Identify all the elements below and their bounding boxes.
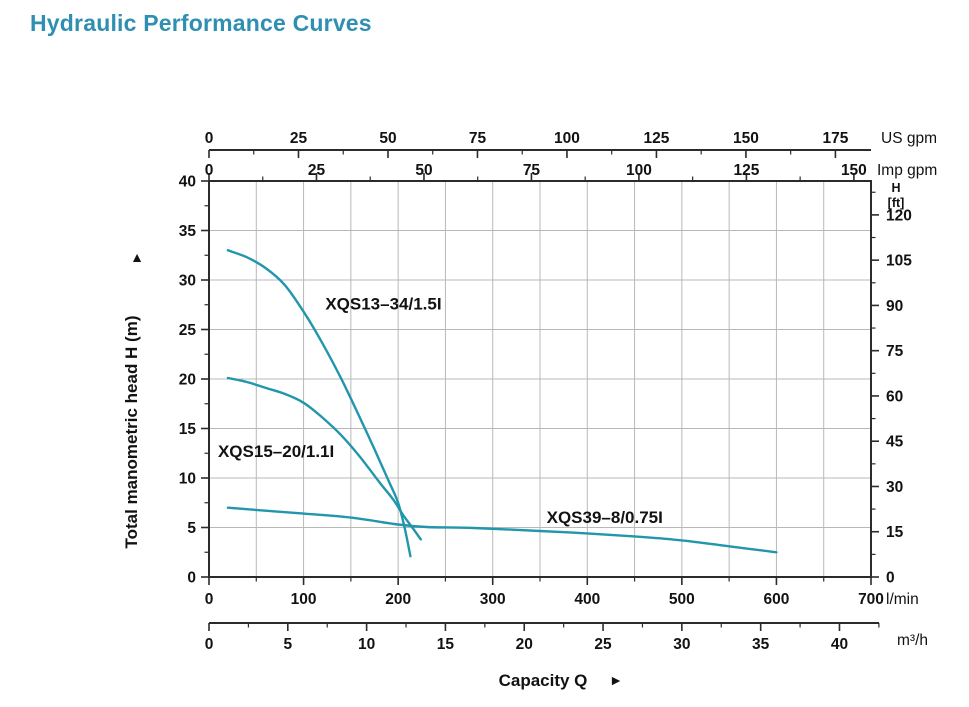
tick-label: 125 xyxy=(644,130,670,147)
curve-1 xyxy=(226,376,422,541)
tick-label: 150 xyxy=(733,130,759,147)
axis-us-gpm: 0 25 50 75 100 125 150 175 US gpm xyxy=(205,130,937,158)
tick-label: 75 xyxy=(469,130,487,147)
curve-2 xyxy=(226,506,778,554)
grid-lines xyxy=(209,181,871,577)
axis-unit-ft-line1: H xyxy=(891,181,900,195)
tick-label: 25 xyxy=(308,162,326,179)
tick-label: 700 xyxy=(858,591,884,608)
tick-label: 40 xyxy=(831,636,848,653)
tick-label: 25 xyxy=(179,322,197,339)
tick-label: 50 xyxy=(379,130,396,147)
tick-label: 45 xyxy=(886,434,904,451)
tick-label: 20 xyxy=(516,636,533,653)
tick-label: 105 xyxy=(886,253,912,270)
curve-label-2: XQS39–8/0.75I xyxy=(547,508,663,527)
axis-lmin: 0 100 200 300 400 500 600 700 l/min xyxy=(205,577,919,608)
y-axis-title-text: Total manometric head H (m) xyxy=(122,316,141,549)
tick-label: 300 xyxy=(480,591,506,608)
axis-m3h: 0 5 10 15 20 25 30 35 40 m³/h xyxy=(205,622,928,653)
tick-label: 75 xyxy=(523,162,541,179)
tick-label: 15 xyxy=(179,421,197,438)
curve-0 xyxy=(226,249,412,558)
axis-unit-us-gpm: US gpm xyxy=(881,130,937,147)
curve-label-1: XQS15–20/1.1I xyxy=(218,442,334,461)
x-axis-title-text: Capacity Q xyxy=(499,671,588,690)
tick-label: 600 xyxy=(763,591,789,608)
tick-label: 35 xyxy=(179,223,197,240)
tick-label: 125 xyxy=(733,162,759,179)
axis-unit-imp-gpm: Imp gpm xyxy=(877,162,937,179)
axis-unit-lmin: l/min xyxy=(886,591,919,608)
tick-label: 90 xyxy=(886,298,903,315)
tick-label: 10 xyxy=(358,636,375,653)
tick-label: 0 xyxy=(205,162,214,179)
tick-label: 30 xyxy=(886,479,903,496)
y-axis-arrow: ▲ xyxy=(130,249,144,265)
y-axis-title: Total manometric head H (m) ▲ xyxy=(122,249,144,549)
tick-label: 0 xyxy=(205,636,214,653)
tick-label: 15 xyxy=(886,524,904,541)
axis-imp-gpm: 0 25 50 75 100 125 150 Imp gpm xyxy=(205,162,937,181)
page-title: Hydraulic Performance Curves xyxy=(30,10,372,36)
tick-label: 0 xyxy=(187,570,196,587)
tick-label: 0 xyxy=(205,130,214,147)
tick-label: 15 xyxy=(437,636,455,653)
tick-label: 30 xyxy=(179,273,196,290)
axis-unit-m3h: m³/h xyxy=(897,632,928,649)
tick-label: 400 xyxy=(574,591,600,608)
tick-label: 175 xyxy=(822,130,848,147)
tick-label: 30 xyxy=(673,636,690,653)
tick-label: 25 xyxy=(290,130,308,147)
tick-label: 120 xyxy=(886,207,912,224)
tick-label: 200 xyxy=(385,591,411,608)
tick-label: 150 xyxy=(841,162,867,179)
tick-label: 50 xyxy=(415,162,432,179)
curve-label-0: XQS13–34/1.5I xyxy=(325,295,441,314)
tick-label: 100 xyxy=(291,591,317,608)
tick-label: 35 xyxy=(752,636,770,653)
tick-label: 5 xyxy=(187,520,196,537)
axis-head-ft: 0 15 30 45 60 75 90 105 120 H[ft] xyxy=(871,181,912,587)
tick-label: 500 xyxy=(669,591,695,608)
x-axis-arrow: ► xyxy=(609,672,623,688)
axis-unit-ft-line2: [ft] xyxy=(888,196,905,210)
tick-label: 100 xyxy=(554,130,580,147)
tick-label: 25 xyxy=(594,636,612,653)
tick-label: 40 xyxy=(179,174,196,191)
tick-label: 100 xyxy=(626,162,652,179)
tick-label: 0 xyxy=(205,591,214,608)
tick-label: 0 xyxy=(886,570,895,587)
tick-label: 60 xyxy=(886,388,903,405)
tick-label: 10 xyxy=(179,471,196,488)
x-axis-title: Capacity Q ► xyxy=(499,671,623,690)
tick-label: 5 xyxy=(283,636,292,653)
tick-label: 20 xyxy=(179,372,196,389)
tick-label: 75 xyxy=(886,343,904,360)
axis-head-m: 0 5 10 15 20 25 30 35 40 xyxy=(179,174,209,587)
